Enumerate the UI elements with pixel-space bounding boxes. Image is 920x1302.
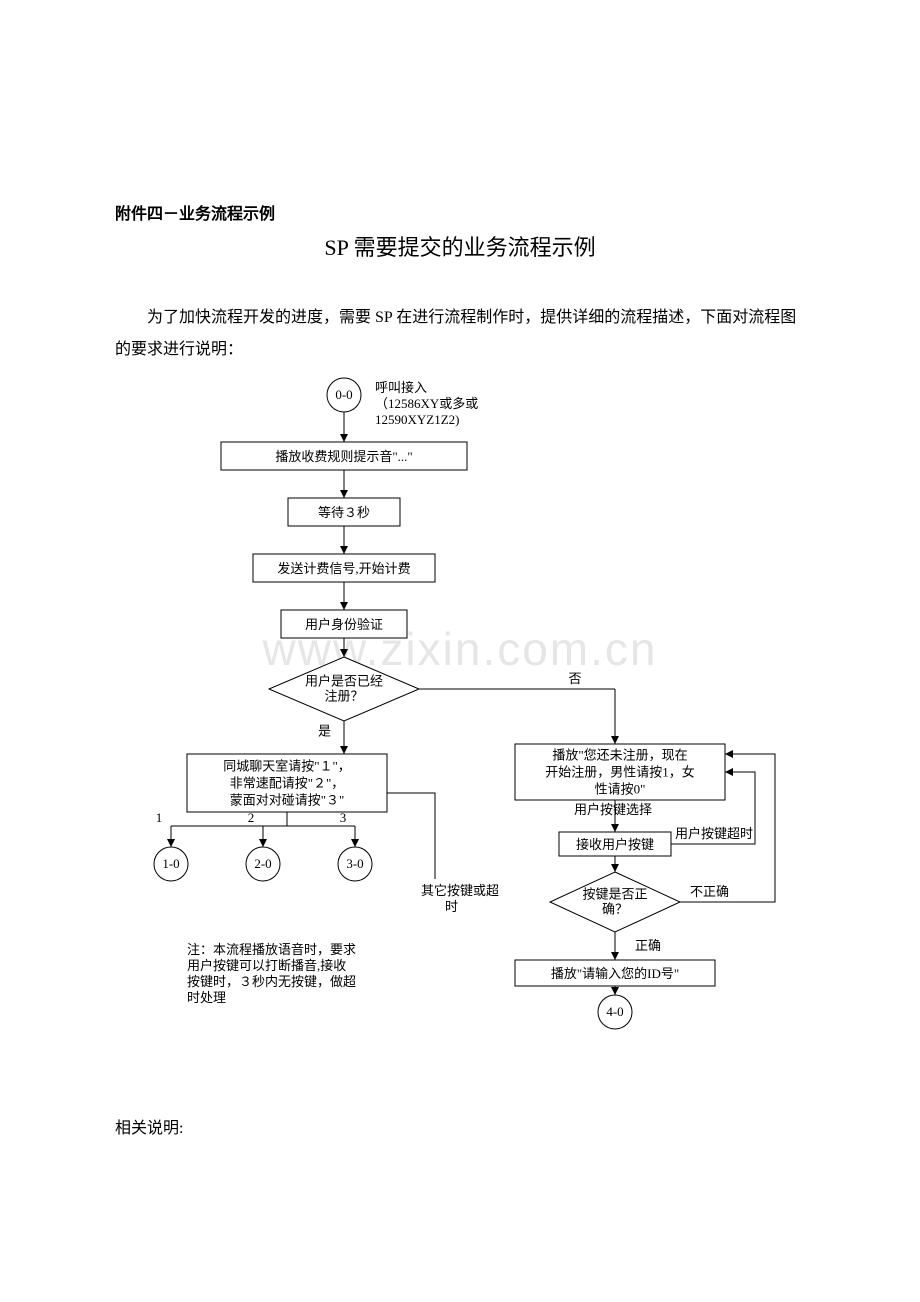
svg-text:正确: 正确 <box>635 938 661 953</box>
svg-text:播放收费规则提示音"...": 播放收费规则提示音"..." <box>275 449 412 464</box>
svg-text:时: 时 <box>445 899 458 914</box>
svg-text:（12586XY或多或: （12586XY或多或 <box>375 396 478 411</box>
svg-text:性请按0": 性请按0" <box>595 782 646 797</box>
svg-text:1-0: 1-0 <box>162 856 179 871</box>
svg-text:4-0: 4-0 <box>606 1004 623 1019</box>
svg-text:接收用户按键: 接收用户按键 <box>576 837 654 852</box>
svg-text:按键时，３秒内无按键，做超: 按键时，３秒内无按键，做超 <box>187 974 356 989</box>
svg-text:用户身份验证: 用户身份验证 <box>305 617 383 632</box>
section-heading: 附件四－业务流程示例 <box>115 200 805 224</box>
svg-text:2: 2 <box>248 810 255 825</box>
svg-text:同城聊天室请按"１"，: 同城聊天室请按"１"， <box>223 759 351 774</box>
svg-text:非常速配请按"２"，: 非常速配请按"２"， <box>230 776 345 791</box>
svg-text:用户按键选择: 用户按键选择 <box>574 802 652 817</box>
svg-text:播放"您还未注册，现在: 播放"您还未注册，现在 <box>552 748 687 763</box>
svg-text:2-0: 2-0 <box>254 856 271 871</box>
svg-text:等待３秒: 等待３秒 <box>318 505 370 520</box>
svg-text:用户按键可以打断播音,接收: 用户按键可以打断播音,接收 <box>187 958 346 973</box>
svg-text:按键是否正: 按键是否正 <box>582 887 647 902</box>
svg-text:3-0: 3-0 <box>346 856 363 871</box>
svg-text:开始注册，男性请按1，女: 开始注册，男性请按1，女 <box>545 765 695 780</box>
svg-text:时处理: 时处理 <box>187 990 226 1005</box>
svg-text:其它按键或超: 其它按键或超 <box>421 883 499 898</box>
svg-text:播放"请输入您的ID号": 播放"请输入您的ID号" <box>551 966 679 981</box>
svg-text:用户是否已经: 用户是否已经 <box>305 674 383 689</box>
svg-text:发送计费信号,开始计费: 发送计费信号,开始计费 <box>277 561 410 576</box>
svg-text:注：本流程播放语音时，要求: 注：本流程播放语音时，要求 <box>187 942 356 957</box>
svg-text:呼叫接入: 呼叫接入 <box>375 380 427 395</box>
svg-text:不正确: 不正确 <box>690 884 729 899</box>
svg-text:注册？: 注册？ <box>324 689 363 704</box>
flowchart-diagram: 0-0 呼叫接入（12586XY或多或12590XYZ1Z2) 播放收费规则提示音"… <box>115 374 805 1044</box>
svg-text:否: 否 <box>568 671 581 686</box>
document-title: SP 需要提交的业务流程示例 <box>115 230 805 262</box>
svg-text:用户按键超时: 用户按键超时 <box>675 826 753 841</box>
svg-text:确？: 确？ <box>602 902 628 917</box>
svg-text:1: 1 <box>156 810 163 825</box>
footer-label: 相关说明: <box>115 1114 805 1138</box>
svg-text:蒙面对对碰请按"３": 蒙面对对碰请按"３" <box>230 793 345 808</box>
svg-text:3: 3 <box>340 810 347 825</box>
document-page: 附件四－业务流程示例 SP 需要提交的业务流程示例 为了加快流程开发的进度，需要… <box>0 0 920 1138</box>
intro-paragraph: 为了加快流程开发的进度，需要 SP 在进行流程制作时，提供详细的流程描述，下面对… <box>115 302 805 366</box>
svg-text:是: 是 <box>318 724 331 739</box>
svg-text:12590XYZ1Z2): 12590XYZ1Z2) <box>375 412 460 427</box>
svg-text:0-0: 0-0 <box>335 387 352 402</box>
